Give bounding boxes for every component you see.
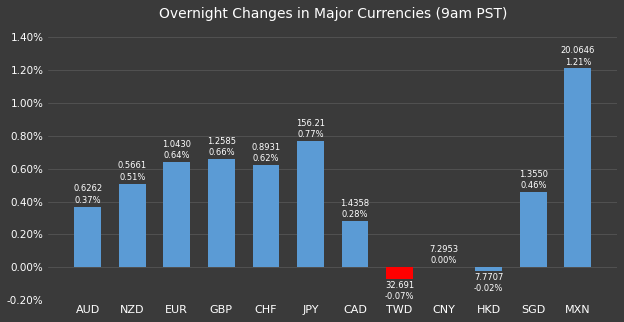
Text: 1.0430
0.64%: 1.0430 0.64% xyxy=(162,140,192,160)
Bar xyxy=(475,267,502,270)
Bar xyxy=(253,166,280,267)
Text: 32.691
-0.07%: 32.691 -0.07% xyxy=(385,281,414,301)
Bar xyxy=(208,159,235,267)
Text: 20.0646
1.21%: 20.0646 1.21% xyxy=(560,46,595,67)
Text: 0.6262
0.37%: 0.6262 0.37% xyxy=(73,185,102,204)
Text: 0.8931
0.62%: 0.8931 0.62% xyxy=(251,143,280,164)
Title: Overnight Changes in Major Currencies (9am PST): Overnight Changes in Major Currencies (9… xyxy=(158,7,507,21)
Bar xyxy=(297,141,324,267)
Text: 7.2953
0.00%: 7.2953 0.00% xyxy=(429,245,459,265)
Text: 1.3550
0.46%: 1.3550 0.46% xyxy=(519,170,548,190)
Bar xyxy=(74,206,101,267)
Bar xyxy=(520,192,547,267)
Bar xyxy=(565,69,591,267)
Bar xyxy=(386,267,413,279)
Text: 156.21
0.77%: 156.21 0.77% xyxy=(296,119,325,139)
Text: 7.7707
-0.02%: 7.7707 -0.02% xyxy=(474,273,504,293)
Bar xyxy=(342,221,368,267)
Bar xyxy=(119,184,145,267)
Text: 0.5661
0.51%: 0.5661 0.51% xyxy=(118,161,147,182)
Text: 1.4358
0.28%: 1.4358 0.28% xyxy=(341,199,369,219)
Bar xyxy=(163,162,190,267)
Text: 1.2585
0.66%: 1.2585 0.66% xyxy=(207,137,236,157)
